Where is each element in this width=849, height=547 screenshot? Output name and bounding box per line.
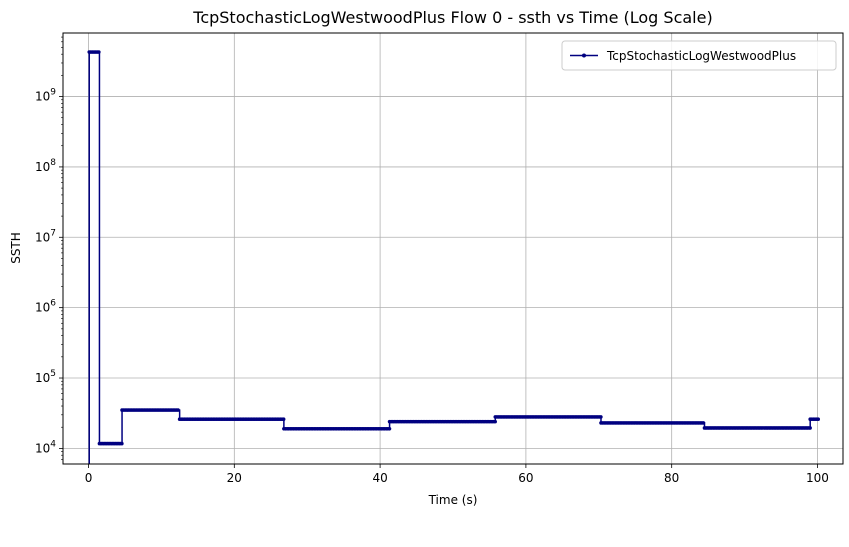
y-tick-label: 104 — [35, 439, 56, 455]
x-axis: 0 20 40 60 80 100 — [85, 464, 829, 485]
legend-box — [561, 40, 837, 71]
data-point — [97, 50, 101, 54]
legend-label: TcpStochasticLogWestwoodPlus — [606, 49, 796, 63]
data-point — [701, 421, 706, 425]
series-line — [88, 51, 819, 464]
legend-marker-sample — [582, 53, 586, 58]
legend: TcpStochasticLogWestwoodPlus — [561, 40, 837, 71]
x-tick-label: 0 — [85, 471, 93, 485]
series-layer — [87, 50, 820, 464]
y-axis: 104 105 106 107 108 109 — [35, 36, 63, 460]
y-tick-label: 105 — [35, 369, 56, 385]
x-tick-label: 20 — [227, 471, 242, 485]
data-point — [281, 417, 286, 421]
plot-frame — [62, 32, 844, 465]
y-tick-label: 107 — [35, 228, 56, 244]
chart-title: TcpStochasticLogWestwoodPlus Flow 0 - ss… — [192, 8, 712, 27]
x-tick-label: 80 — [664, 471, 679, 485]
data-point — [176, 408, 180, 412]
grid — [63, 33, 843, 464]
x-tick-label: 100 — [806, 471, 829, 485]
data-point — [816, 417, 820, 421]
series-markers — [87, 50, 820, 446]
y-tick-label: 106 — [35, 299, 56, 315]
data-point — [599, 415, 603, 419]
data-point — [120, 441, 124, 446]
data-point — [387, 426, 392, 431]
y-tick-label: 108 — [35, 158, 56, 174]
x-axis-label: Time (s) — [428, 493, 478, 507]
y-axis-label: SSTH — [9, 232, 23, 264]
x-tick-label: 60 — [518, 471, 533, 485]
x-tick-label: 40 — [372, 471, 387, 485]
y-tick-label: 109 — [35, 88, 56, 104]
data-point — [493, 419, 497, 424]
data-point — [808, 426, 812, 430]
